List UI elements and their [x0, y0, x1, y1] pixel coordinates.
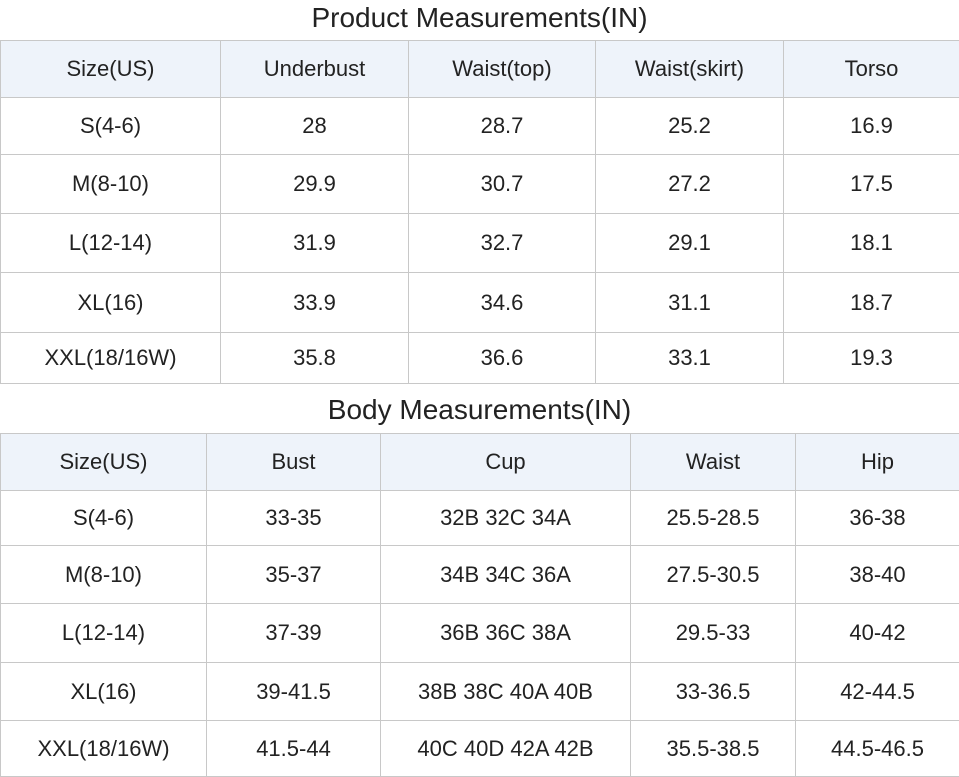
cell: 27.5-30.5 — [631, 546, 796, 604]
cell: 35.8 — [221, 333, 409, 384]
cell: XXL(18/16W) — [1, 333, 221, 384]
header-cell: Torso — [784, 41, 959, 98]
cell: 17.5 — [784, 155, 959, 214]
cell: L(12-14) — [1, 604, 207, 663]
cell: 18.7 — [784, 273, 959, 333]
cell: XL(16) — [1, 663, 207, 721]
cell: 36B 36C 38A — [381, 604, 631, 663]
cell: 40-42 — [796, 604, 959, 663]
header-cell: Waist(skirt) — [596, 41, 784, 98]
cell: 33.1 — [596, 333, 784, 384]
cell: 28.7 — [409, 98, 596, 155]
cell: 35.5-38.5 — [631, 721, 796, 777]
cell: 27.2 — [596, 155, 784, 214]
section-title: Body Measurements(IN) — [0, 392, 959, 428]
cell: 25.2 — [596, 98, 784, 155]
header-cell: Underbust — [221, 41, 409, 98]
cell: 16.9 — [784, 98, 959, 155]
cell: XL(16) — [1, 273, 221, 333]
cell: 36.6 — [409, 333, 596, 384]
header-cell: Size(US) — [1, 434, 207, 491]
cell: 33.9 — [221, 273, 409, 333]
cell: 35-37 — [207, 546, 381, 604]
header-cell: Hip — [796, 434, 959, 491]
cell: 42-44.5 — [796, 663, 959, 721]
cell: 34B 34C 36A — [381, 546, 631, 604]
cell: M(8-10) — [1, 155, 221, 214]
cell: 32.7 — [409, 214, 596, 273]
cell: 18.1 — [784, 214, 959, 273]
cell: 36-38 — [796, 491, 959, 546]
cell: L(12-14) — [1, 214, 221, 273]
cell: 39-41.5 — [207, 663, 381, 721]
cell: 41.5-44 — [207, 721, 381, 777]
header-cell: Waist(top) — [409, 41, 596, 98]
cell: 38-40 — [796, 546, 959, 604]
cell: 33-35 — [207, 491, 381, 546]
cell: S(4-6) — [1, 491, 207, 546]
cell: M(8-10) — [1, 546, 207, 604]
cell: 31.9 — [221, 214, 409, 273]
cell: 31.1 — [596, 273, 784, 333]
cell: XXL(18/16W) — [1, 721, 207, 777]
cell: 30.7 — [409, 155, 596, 214]
cell: 44.5-46.5 — [796, 721, 959, 777]
header-cell: Cup — [381, 434, 631, 491]
header-cell: Bust — [207, 434, 381, 491]
cell: 34.6 — [409, 273, 596, 333]
cell: 25.5-28.5 — [631, 491, 796, 546]
cell: 33-36.5 — [631, 663, 796, 721]
cell: 29.5-33 — [631, 604, 796, 663]
cell: 40C 40D 42A 42B — [381, 721, 631, 777]
cell: 28 — [221, 98, 409, 155]
cell: S(4-6) — [1, 98, 221, 155]
cell: 38B 38C 40A 40B — [381, 663, 631, 721]
section-title: Product Measurements(IN) — [0, 0, 959, 36]
cell: 37-39 — [207, 604, 381, 663]
header-cell: Waist — [631, 434, 796, 491]
cell: 29.9 — [221, 155, 409, 214]
cell: 32B 32C 34A — [381, 491, 631, 546]
header-cell: Size(US) — [1, 41, 221, 98]
cell: 29.1 — [596, 214, 784, 273]
cell: 19.3 — [784, 333, 959, 384]
